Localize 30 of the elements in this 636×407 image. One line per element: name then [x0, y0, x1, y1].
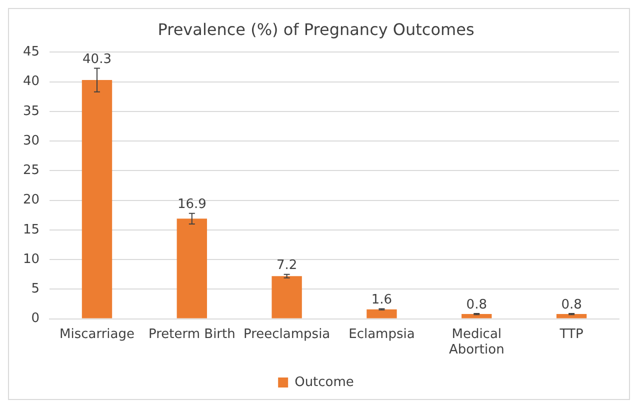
- y-tick-label: 5: [31, 282, 40, 297]
- bar: [82, 80, 112, 318]
- data-label: 1.6: [371, 292, 392, 308]
- bar: [272, 276, 302, 318]
- y-tick-label: 15: [22, 222, 40, 238]
- y-tick-label: 30: [22, 133, 40, 148]
- data-label: 40.3: [82, 52, 112, 68]
- x-tick-label: Medical Abortion: [448, 326, 504, 358]
- y-tick-label: 25: [22, 163, 40, 178]
- data-label: 0.8: [561, 297, 582, 312]
- y-tick-label: 10: [22, 252, 40, 267]
- x-tick-label: Miscarriage: [59, 326, 135, 342]
- y-tick-label: 20: [22, 192, 40, 208]
- data-label: 16.9: [177, 197, 206, 212]
- bar: [462, 314, 492, 318]
- chart-title: Prevalence (%) of Pregnancy Outcomes: [158, 20, 474, 39]
- legend-label: Outcome: [294, 374, 354, 390]
- bar: [176, 218, 207, 318]
- data-label: 7.2: [276, 258, 298, 274]
- y-tick-label: 45: [22, 44, 40, 60]
- bar: [366, 309, 397, 318]
- x-tick-label: Preterm Birth: [148, 326, 236, 342]
- y-tick-label: 40: [22, 74, 40, 90]
- bar: [556, 314, 587, 318]
- x-tick-label: TTP: [558, 326, 584, 342]
- x-tick-label: Eclampsia: [348, 326, 415, 342]
- y-tick-label: 0: [31, 311, 40, 326]
- y-tick-label: 35: [22, 104, 40, 119]
- x-tick-label: Preeclampsia: [243, 326, 330, 342]
- data-label: 0.8: [466, 297, 487, 312]
